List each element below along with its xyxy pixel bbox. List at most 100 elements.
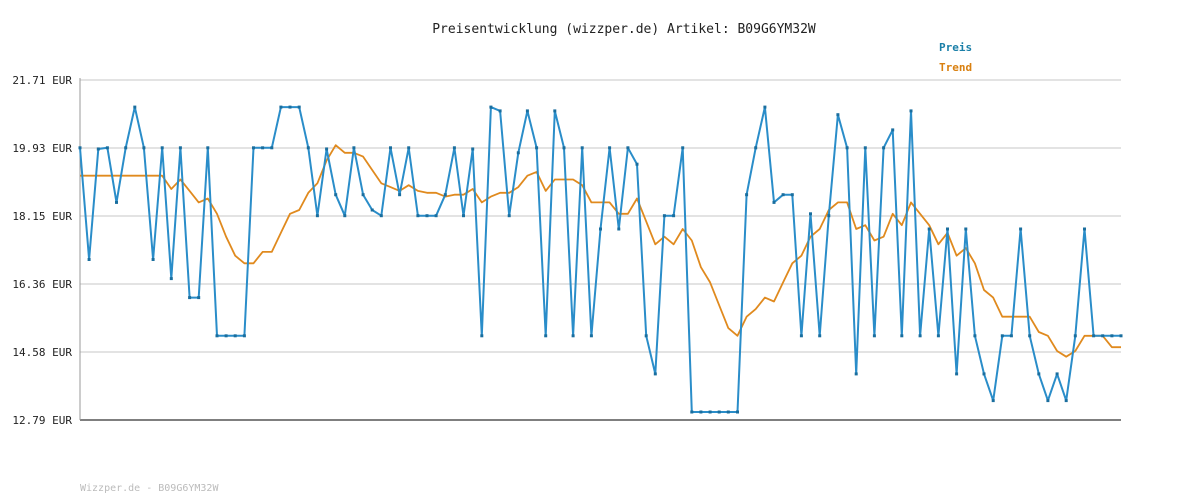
preis-point: [1028, 334, 1032, 338]
y-tick-label: 14.58 EUR: [12, 346, 72, 359]
preis-point: [498, 109, 502, 113]
preis-point: [681, 146, 685, 150]
grid-lines: [80, 79, 1121, 353]
preis-line: [79, 106, 1121, 413]
preis-point: [124, 146, 128, 150]
preis-point: [1064, 399, 1068, 403]
preis-point: [909, 109, 913, 113]
preis-point: [133, 105, 137, 109]
legend-preis: Preis: [939, 41, 972, 54]
preis-point: [334, 193, 338, 197]
preis-point: [662, 214, 666, 218]
preis-point: [635, 162, 639, 166]
preis-point: [599, 227, 602, 231]
preis-point: [982, 372, 986, 376]
preis-point: [224, 334, 228, 338]
legend-trend: Trend: [939, 61, 972, 74]
preis-point: [927, 227, 931, 231]
preis-point: [471, 147, 475, 151]
y-tick-label: 19.93 EUR: [12, 142, 72, 155]
preis-point: [160, 146, 164, 150]
preis-point: [315, 214, 319, 218]
preis-point: [790, 193, 794, 197]
preis-point: [398, 193, 402, 197]
preis-point: [1092, 334, 1096, 338]
preis-point: [991, 399, 995, 403]
preis-point: [1019, 227, 1023, 231]
preis-point: [142, 146, 146, 150]
preis-point: [799, 334, 803, 338]
preis-point: [608, 146, 612, 150]
preis-point: [233, 334, 237, 338]
preis-point: [553, 109, 557, 113]
chart-title: Preisentwicklung (wizzper.de) Artikel: B…: [432, 22, 816, 37]
preis-point: [882, 146, 886, 150]
preis-point: [708, 410, 712, 414]
preis-point: [580, 146, 584, 150]
preis-point: [690, 410, 694, 414]
preis-point: [480, 334, 484, 338]
preis-point: [516, 151, 520, 155]
preis-point: [151, 258, 155, 261]
preis-point: [763, 105, 767, 109]
preis-point: [745, 193, 749, 197]
preis-point: [1083, 227, 1086, 231]
preis-point: [96, 147, 100, 151]
preis-point: [489, 105, 493, 109]
preis-point: [626, 146, 630, 150]
preis-point: [279, 105, 283, 109]
y-tick-label: 21.71 EUR: [12, 74, 72, 87]
preis-point: [589, 334, 593, 338]
preis-point: [87, 258, 91, 261]
preis-point: [443, 193, 447, 197]
preis-point: [1009, 334, 1013, 338]
preis-point: [297, 105, 301, 109]
y-axis-labels: 12.79 EUR 14.58 EUR 16.36 EUR 18.15 EUR 19.9…: [12, 74, 72, 427]
preis-point: [672, 214, 676, 218]
preis-point: [361, 193, 365, 197]
preis-point: [1119, 334, 1123, 338]
preis-point: [699, 410, 703, 414]
preis-point: [1037, 372, 1041, 376]
preis-point: [617, 227, 621, 231]
preis-point: [964, 227, 968, 231]
preis-point: [242, 334, 246, 338]
preis-point: [936, 334, 940, 338]
preis-point: [261, 146, 265, 150]
preis-point: [169, 277, 173, 281]
preis-point: [653, 372, 657, 376]
preis-point: [352, 146, 356, 150]
preis-point: [717, 410, 721, 414]
preis-point: [252, 146, 255, 150]
preis-point: [1110, 334, 1114, 338]
preis-point: [854, 372, 858, 376]
preis-point: [872, 334, 876, 338]
preis-point: [535, 146, 539, 150]
preis-point: [416, 214, 420, 218]
preis-point: [736, 410, 739, 414]
preis-point: [343, 214, 347, 218]
preis-point: [270, 146, 274, 150]
preis-point: [452, 146, 456, 150]
preis-point: [973, 334, 977, 338]
preis-point: [836, 113, 840, 117]
preis-point: [78, 146, 82, 150]
preis-point: [571, 334, 575, 338]
preis-point: [863, 146, 867, 150]
preis-point: [845, 146, 849, 150]
preis-point: [215, 334, 219, 338]
preis-point: [900, 334, 904, 338]
preis-point: [507, 214, 511, 218]
preis-point: [1046, 399, 1050, 403]
preis-point: [1000, 334, 1004, 338]
preis-point: [754, 146, 758, 150]
y-tick-label: 12.79 EUR: [12, 414, 72, 427]
preis-point: [288, 105, 292, 109]
preis-point: [781, 193, 785, 197]
preis-point: [946, 227, 949, 231]
preis-point: [644, 334, 648, 338]
preis-point: [115, 200, 118, 204]
preis-point: [827, 214, 831, 218]
preis-point: [379, 214, 383, 218]
preis-point: [955, 372, 959, 376]
